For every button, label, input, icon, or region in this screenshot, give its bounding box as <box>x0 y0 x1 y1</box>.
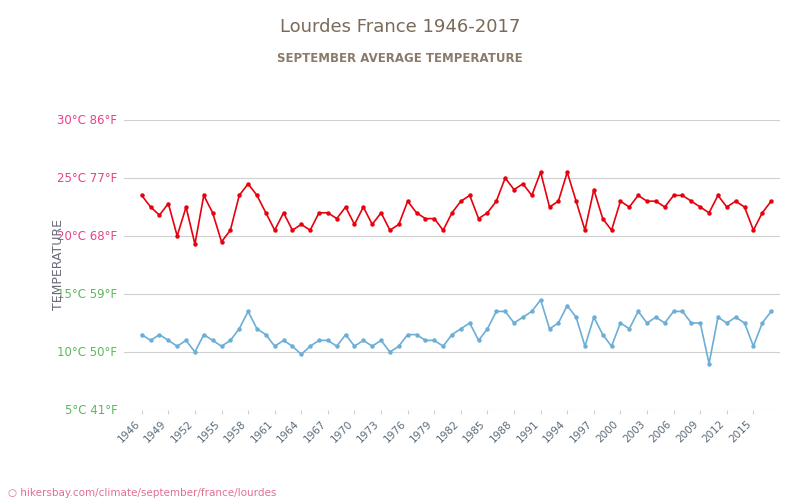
Text: SEPTEMBER AVERAGE TEMPERATURE: SEPTEMBER AVERAGE TEMPERATURE <box>277 52 523 66</box>
Text: 30°C 86°F: 30°C 86°F <box>58 114 118 126</box>
Text: Lourdes France 1946-2017: Lourdes France 1946-2017 <box>280 18 520 36</box>
Text: 20°C 68°F: 20°C 68°F <box>58 230 118 242</box>
Text: 5°C 41°F: 5°C 41°F <box>65 404 118 416</box>
Text: 15°C 59°F: 15°C 59°F <box>58 288 118 300</box>
Text: ○ hikersbay.com/climate/september/france/lourdes: ○ hikersbay.com/climate/september/france… <box>8 488 276 498</box>
Text: TEMPERATURE: TEMPERATURE <box>52 220 65 310</box>
Text: 10°C 50°F: 10°C 50°F <box>58 346 118 358</box>
Text: 25°C 77°F: 25°C 77°F <box>57 172 118 184</box>
